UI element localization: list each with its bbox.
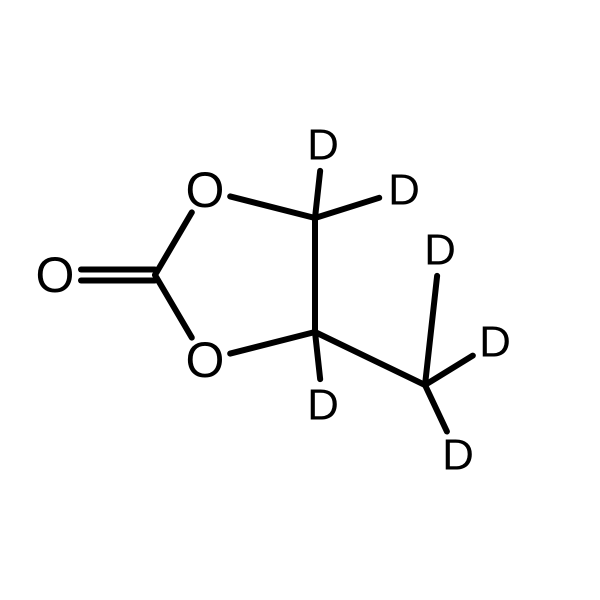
bond-C_top-D2 bbox=[315, 198, 379, 218]
atom-label-O_left: O bbox=[36, 247, 75, 303]
molecule-diagram: OOODDDDDD bbox=[0, 0, 600, 600]
bond-C_methyl-D4 bbox=[425, 356, 473, 385]
bond-C_methyl-D5 bbox=[425, 385, 447, 431]
atom-label-D2: D bbox=[388, 166, 420, 215]
bond-C_top-D1 bbox=[315, 171, 320, 218]
atom-label-O_top: O bbox=[186, 162, 225, 218]
bond-O_top-C_top bbox=[230, 196, 315, 218]
atom-label-O_bot: O bbox=[186, 332, 225, 388]
atom-label-D4: D bbox=[479, 318, 511, 367]
bond-O_bot-C_carbonyl bbox=[155, 275, 192, 338]
atom-label-D1: D bbox=[307, 121, 339, 170]
atom-label-D5: D bbox=[442, 431, 474, 480]
bond-C_carbonyl-O_top bbox=[155, 212, 192, 275]
bond-C_bot-D6 bbox=[315, 332, 320, 379]
bond-C_methyl-D3 bbox=[425, 276, 437, 385]
atom-label-D6: D bbox=[307, 381, 339, 430]
bond-C_bot-C_methyl bbox=[315, 332, 425, 385]
bond-C_bot-O_bot bbox=[230, 332, 315, 354]
atom-label-D3: D bbox=[424, 226, 456, 275]
